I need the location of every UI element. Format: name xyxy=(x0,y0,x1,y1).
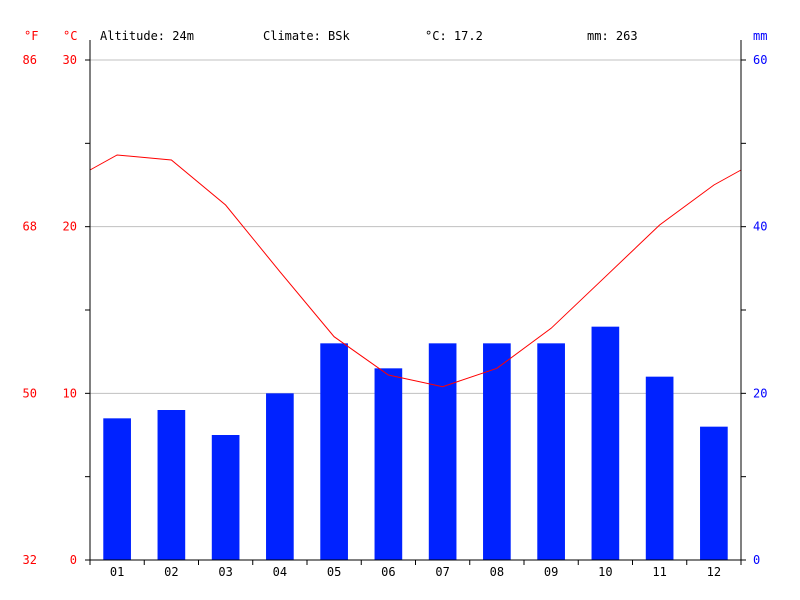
precipitation-bar xyxy=(591,326,620,560)
precipitation-bar xyxy=(537,343,565,560)
month-tick-label: 06 xyxy=(381,565,395,579)
celsius-tick-label: 30 xyxy=(63,53,77,67)
altitude-label: Altitude: 24m xyxy=(100,29,194,43)
fahrenheit-tick-label: 86 xyxy=(23,53,37,67)
gridlines xyxy=(90,59,741,394)
celsius-unit-label: °C xyxy=(63,29,77,43)
temperature-line xyxy=(89,154,742,388)
precipitation-tick-label: 40 xyxy=(753,220,767,234)
average-temperature-label: °C: 17.2 xyxy=(425,29,483,43)
month-tick-label: 08 xyxy=(490,565,504,579)
axis-tick-labels: 0 32 10 50 20 68 30 86 0 20 40 60 01 02 03 04 05 06 07 08 09… xyxy=(23,53,768,579)
millimeter-unit-label: mm xyxy=(753,29,767,43)
fahrenheit-tick-label: 50 xyxy=(23,386,37,400)
month-tick-label: 11 xyxy=(652,565,666,579)
precipitation-tick-label: 60 xyxy=(753,53,767,67)
celsius-tick-label: 0 xyxy=(70,553,77,567)
precipitation-tick-label: 0 xyxy=(753,553,760,567)
month-tick-label: 09 xyxy=(544,565,558,579)
climate-label: Climate: BSk xyxy=(263,29,350,43)
precipitation-bar xyxy=(483,343,511,560)
precipitation-tick-label: 20 xyxy=(753,386,767,400)
celsius-tick-label: 10 xyxy=(63,386,77,400)
precipitation-bar xyxy=(374,368,403,560)
celsius-tick-label: 20 xyxy=(63,220,77,234)
precipitation-bar xyxy=(266,393,294,560)
precipitation-bar xyxy=(700,426,728,560)
month-tick-label: 12 xyxy=(707,565,721,579)
fahrenheit-tick-label: 68 xyxy=(23,220,37,234)
month-tick-label: 10 xyxy=(598,565,612,579)
precipitation-bar xyxy=(428,343,457,560)
month-tick-label: 03 xyxy=(218,565,232,579)
month-tick-label: 07 xyxy=(435,565,449,579)
month-tick-label: 01 xyxy=(110,565,124,579)
month-tick-label: 04 xyxy=(273,565,287,579)
precipitation-bars xyxy=(103,326,728,560)
precipitation-bar xyxy=(645,376,674,560)
axes xyxy=(85,40,746,565)
precipitation-bar xyxy=(211,435,240,560)
month-tick-label: 02 xyxy=(164,565,178,579)
fahrenheit-tick-label: 32 xyxy=(23,553,37,567)
month-tick-label: 05 xyxy=(327,565,341,579)
precipitation-bar xyxy=(103,418,131,560)
precipitation-bar xyxy=(320,343,348,560)
precipitation-bar xyxy=(157,410,186,560)
total-precipitation-label: mm: 263 xyxy=(587,29,638,43)
fahrenheit-unit-label: °F xyxy=(24,29,38,43)
